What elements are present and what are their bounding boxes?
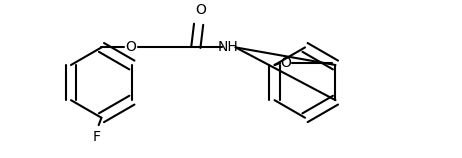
Text: NH: NH bbox=[218, 40, 238, 54]
Text: O: O bbox=[280, 56, 291, 70]
Text: O: O bbox=[195, 3, 206, 17]
Text: O: O bbox=[126, 40, 136, 54]
Text: F: F bbox=[93, 130, 101, 144]
